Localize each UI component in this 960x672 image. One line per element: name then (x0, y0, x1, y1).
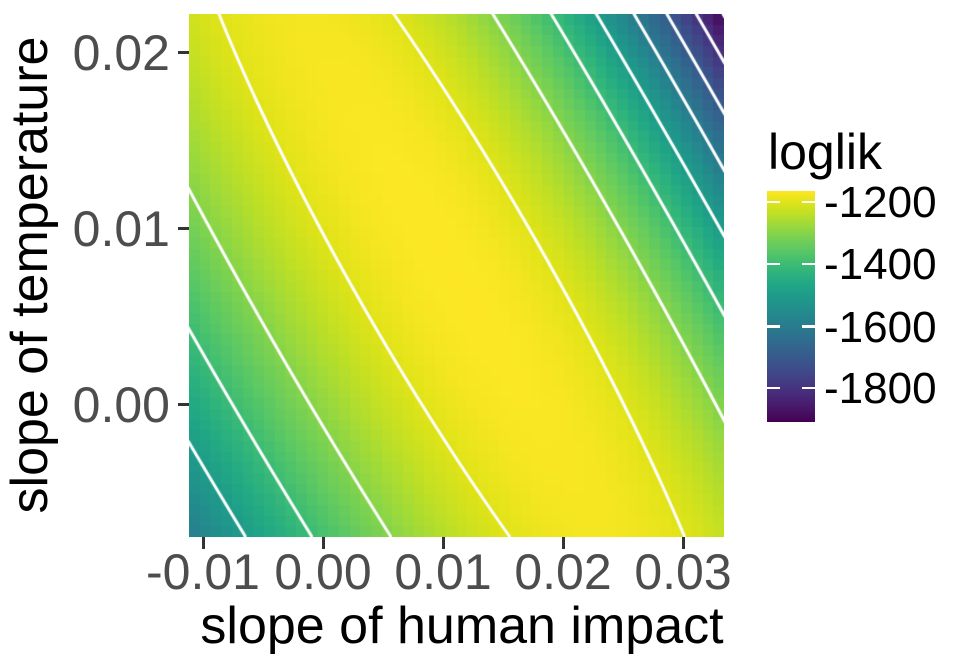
legend-tick-mark (767, 200, 780, 204)
x-tick-label: 0.00 (274, 544, 372, 600)
legend-tick-mark (802, 200, 815, 204)
legend-tick-label: -1800 (824, 364, 937, 413)
y-tick-mark (178, 403, 189, 407)
y-tick-label: 0.01 (72, 201, 170, 257)
x-tick-mark (441, 537, 445, 549)
legend-tick-mark (802, 386, 815, 390)
legend-tick-label: -1400 (824, 240, 937, 289)
x-tick-label: -0.01 (146, 544, 260, 600)
legend-tick-mark (767, 262, 780, 266)
x-tick-label: 0.01 (394, 544, 492, 600)
y-tick-label: 0.00 (72, 377, 170, 433)
y-tick-label: 0.02 (72, 25, 170, 81)
x-tick-mark (561, 537, 565, 549)
legend-tick-mark (767, 325, 780, 328)
y-axis-title: slope of temperature (1, 36, 59, 514)
y-tick-mark (178, 227, 189, 231)
legend-tick-mark (767, 386, 780, 390)
legend-tick-label: -1600 (824, 302, 937, 352)
legend-tick-label: -1200 (824, 178, 937, 227)
legend-title: loglik (768, 124, 882, 180)
y-tick-mark (178, 51, 189, 55)
x-axis-title: slope of human impact (200, 597, 724, 655)
surface-canvas (189, 14, 724, 537)
x-tick-label: 0.02 (514, 544, 612, 600)
x-tick-mark (681, 537, 685, 549)
legend-tick-mark (802, 325, 815, 328)
legend-colorbar (767, 191, 815, 422)
x-tick-mark (321, 537, 325, 549)
x-tick-label: 0.03 (634, 544, 732, 600)
legend-tick-mark (802, 262, 815, 266)
x-tick-mark (201, 537, 205, 549)
